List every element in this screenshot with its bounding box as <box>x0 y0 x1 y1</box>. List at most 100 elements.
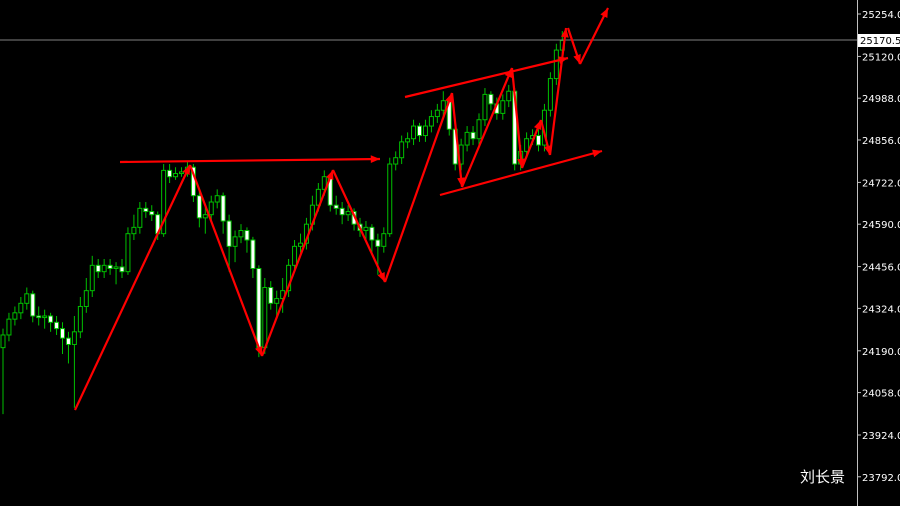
candle-body-bull <box>434 109 440 118</box>
arrowhead-icon <box>558 56 568 64</box>
current-price-box <box>858 34 900 47</box>
arrowhead-icon <box>182 165 190 175</box>
arrow-shaft <box>460 67 514 188</box>
candle-body-bull <box>387 163 393 235</box>
zigzag-arrow <box>520 119 543 169</box>
candle <box>363 221 369 241</box>
candle-body-bull <box>77 305 83 333</box>
candle-body-bear <box>417 125 422 137</box>
arrow-shaft <box>332 169 386 283</box>
candle <box>244 227 250 253</box>
projection-arrow <box>579 7 609 65</box>
candle-body-bull <box>428 116 434 127</box>
candle-body-bull <box>24 293 30 304</box>
candle-body-bull <box>315 188 321 206</box>
candle-body-bear <box>107 264 113 269</box>
candle-body-bull <box>298 242 303 247</box>
zigzag-arrow <box>188 164 264 357</box>
candle <box>83 277 89 313</box>
candle-body-bull <box>232 236 238 247</box>
candle-body-bull <box>42 315 48 319</box>
candle <box>42 309 48 329</box>
zigzag-arrow <box>74 164 191 411</box>
candle <box>65 331 71 364</box>
arrow-shaft <box>188 164 264 357</box>
candle-body-bull <box>6 318 12 336</box>
current-price-value: 25170.5 <box>860 36 900 47</box>
candle <box>298 233 303 253</box>
candle-body-bear <box>250 239 256 269</box>
candle <box>333 195 339 215</box>
candle-body-bull <box>83 290 89 307</box>
y-tick-label: 24324.0 <box>862 304 900 315</box>
candle <box>161 164 167 237</box>
candle <box>476 113 482 146</box>
candle-body-bear <box>470 131 476 140</box>
arrowhead-icon <box>517 158 525 168</box>
candle <box>393 151 399 171</box>
arrowhead-icon <box>457 177 465 187</box>
candle-body-bear <box>196 195 202 219</box>
candle-body-bear <box>95 264 101 273</box>
arrow-shaft <box>119 157 381 164</box>
candle-body-bear <box>369 226 375 241</box>
candle <box>167 164 173 184</box>
candle-body-bull <box>292 245 298 266</box>
current-price-label: 25170.5 <box>858 34 900 47</box>
candle-body-bull <box>137 207 143 228</box>
y-tick-label: 24722.0 <box>862 178 900 189</box>
y-tick-label: 24190.0 <box>862 347 900 358</box>
candle-body-bull <box>363 226 369 232</box>
candle-body-bear <box>220 195 226 222</box>
candle <box>6 312 12 342</box>
candle-body-bull <box>125 233 131 273</box>
candle <box>125 227 131 275</box>
candle-body-bear <box>256 267 262 349</box>
candle-body-bull <box>547 78 553 111</box>
candle-body-bull <box>553 49 559 80</box>
candle <box>232 230 238 263</box>
candle <box>48 312 54 332</box>
candle-body-bull <box>18 302 24 314</box>
candle-body-bull <box>113 266 119 269</box>
candle <box>399 135 405 165</box>
arrowhead-icon <box>377 272 385 282</box>
candle-body-bear <box>149 211 155 216</box>
candle-body-bull <box>321 176 327 190</box>
candle <box>30 290 36 323</box>
y-tick-label: 24856.0 <box>862 136 900 147</box>
candle-body-bull <box>422 125 428 137</box>
candle-body-bull <box>411 125 417 140</box>
arrow-shaft <box>439 149 603 197</box>
candle <box>119 259 125 278</box>
candle-body-bear <box>65 337 71 345</box>
candle <box>381 227 387 253</box>
candle <box>405 132 411 149</box>
candle <box>220 192 226 234</box>
candle-body-bull <box>208 201 214 216</box>
zigzag-arrow <box>332 169 386 283</box>
candle-body-bull <box>262 286 268 349</box>
candle <box>547 72 553 117</box>
candle-body-bear <box>48 315 54 323</box>
candle <box>202 205 208 234</box>
candle-body-bear <box>488 93 494 105</box>
candle <box>238 224 244 244</box>
candle-body-bear <box>339 207 345 216</box>
candle <box>226 214 232 272</box>
candle-body-bull <box>405 138 411 143</box>
candle <box>0 328 6 415</box>
candle <box>214 189 220 209</box>
zigzag-arrow <box>510 67 525 169</box>
candle <box>60 322 65 354</box>
projection-arrow <box>566 27 582 65</box>
candle <box>71 315 77 408</box>
candle-body-bear <box>167 169 173 178</box>
y-tick-label: 25120.0 <box>862 52 900 63</box>
candle-body-bear <box>226 220 232 247</box>
arrow-shaft <box>450 92 464 188</box>
candle <box>268 281 274 310</box>
candle <box>179 167 184 177</box>
y-tick-label: 24058.0 <box>862 389 900 400</box>
candle <box>143 202 149 218</box>
